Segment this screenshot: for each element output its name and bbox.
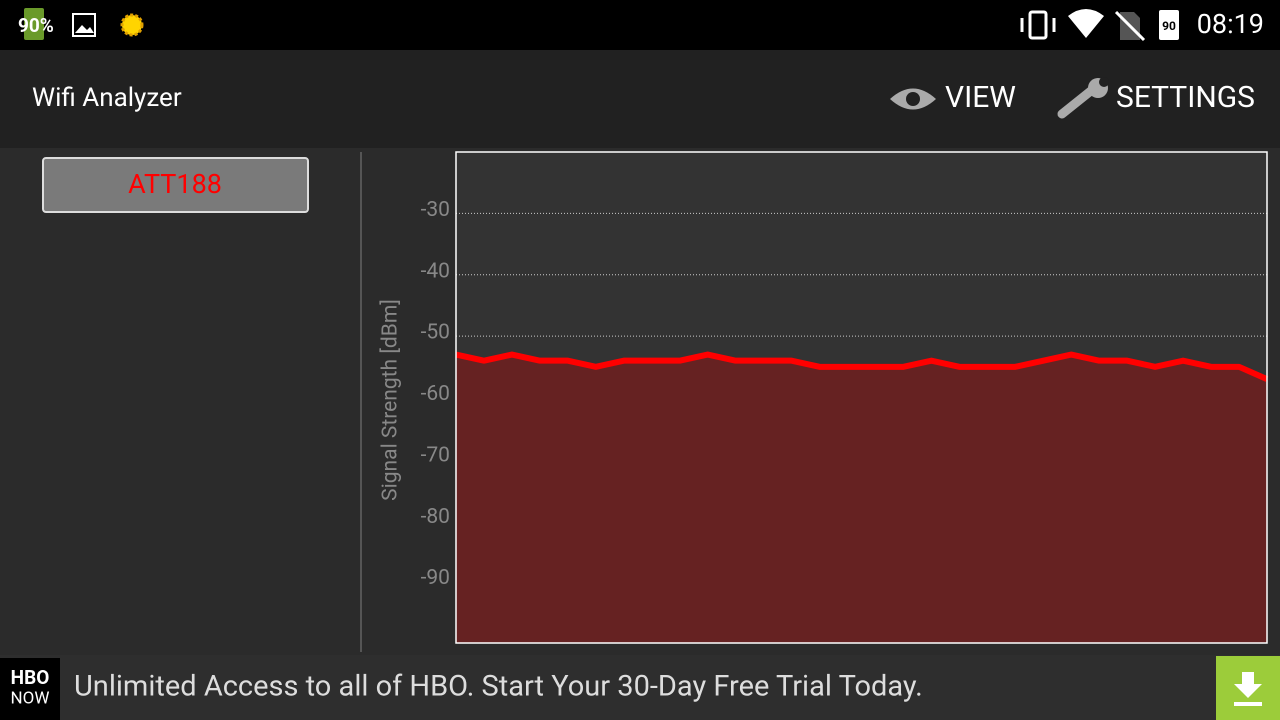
app-bar [0,50,1280,148]
y-tick-label: -40 [421,259,450,283]
network-button[interactable] [42,157,309,213]
settings-label: SETTINGS [1116,80,1255,115]
y-tick-label: -50 [421,321,450,345]
app-title: Wifi Analyzer [32,83,182,113]
network-name: ATT188 [128,168,222,200]
ad-text: Unlimited Access to all of HBO. Start Yo… [74,670,923,704]
clock: 08:19 [1197,8,1264,40]
y-tick-label: -60 [421,382,450,406]
battery-right-icon [1159,10,1179,40]
image-icon-shape [75,25,94,33]
wrench-notch [1099,77,1109,87]
ad-logo-bottom: NOW [11,688,50,708]
view-label: VIEW [945,80,1016,115]
plot-border [455,151,1268,644]
image-icon [72,13,96,37]
signal-line [455,351,1269,382]
vibrate-icon [1028,10,1048,40]
eye-pupil [906,92,920,106]
ad-logo-top: HBO [11,666,50,689]
signal-area [456,354,1267,643]
battery-text: 90% [18,14,54,37]
wifi-icon [1068,9,1104,38]
plot [455,212,1269,643]
battery-icon [24,8,44,40]
y-tick-label: -80 [421,505,450,529]
y-axis-label: Signal Strength [dBm] [379,299,403,501]
ad-bar[interactable] [0,655,1280,720]
sim-slash [1114,10,1146,42]
view-button[interactable]: VIEW [890,80,1016,115]
y-tick-label: -70 [421,443,450,467]
ad-logo [0,658,60,720]
vibrate-lines [1020,18,1056,32]
battery-right-text: 90 [1162,19,1176,33]
settings-button[interactable]: SETTINGS [1057,77,1255,119]
y-tick-label: -90 [421,566,450,590]
status-bar [0,0,1280,50]
wrench-icon [1057,85,1097,119]
y-tick-label: -30 [421,198,450,222]
weather-icon [120,13,144,37]
download-icon [1234,672,1262,706]
